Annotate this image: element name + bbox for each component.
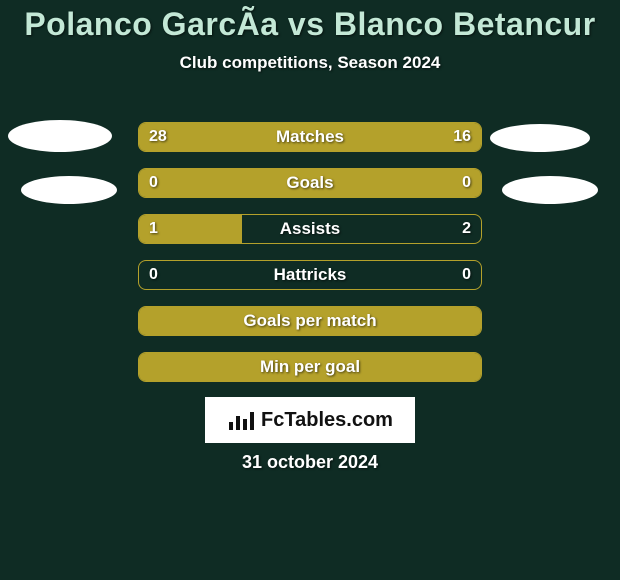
stat-row: Min per goal <box>138 352 482 382</box>
stat-value-right: 0 <box>452 261 481 289</box>
comparison-card: Polanco GarcÃ­a vs Blanco Betancur Club … <box>0 0 620 580</box>
avatar <box>8 120 112 152</box>
stat-label: Matches <box>139 123 481 151</box>
stat-label: Goals <box>139 169 481 197</box>
stat-value-left: 0 <box>139 169 168 197</box>
stat-row: Matches28 16 <box>138 122 482 152</box>
page-title: Polanco GarcÃ­a vs Blanco Betancur <box>0 0 620 43</box>
stat-rows: Matches2816Goals00Assists12Hattricks00Go… <box>138 122 482 398</box>
page-subtitle: Club competitions, Season 2024 <box>0 53 620 73</box>
avatar <box>502 176 598 204</box>
logo-bars-icon <box>227 408 255 432</box>
footer-logo-text: FcTables.com <box>261 409 393 432</box>
stat-value-right: 16 <box>443 123 481 151</box>
stat-label: Min per goal <box>139 353 481 381</box>
stat-row: Assists1 2 <box>138 214 482 244</box>
stat-value-right: 0 <box>452 169 481 197</box>
stat-label: Hattricks <box>139 261 481 289</box>
stat-label: Assists <box>139 215 481 243</box>
footer-logo: FcTables.com <box>205 397 415 443</box>
stat-row: Goals per match <box>138 306 482 336</box>
stat-value-left: 1 <box>139 215 168 243</box>
stat-value-right: 2 <box>452 215 481 243</box>
stat-row: Goals0 0 <box>138 168 482 198</box>
stat-value-left: 28 <box>139 123 177 151</box>
stat-value-left: 0 <box>139 261 168 289</box>
avatar <box>490 124 590 152</box>
footer-date: 31 october 2024 <box>0 452 620 473</box>
stat-label: Goals per match <box>139 307 481 335</box>
stat-row: Hattricks0 0 <box>138 260 482 290</box>
avatar <box>21 176 117 204</box>
